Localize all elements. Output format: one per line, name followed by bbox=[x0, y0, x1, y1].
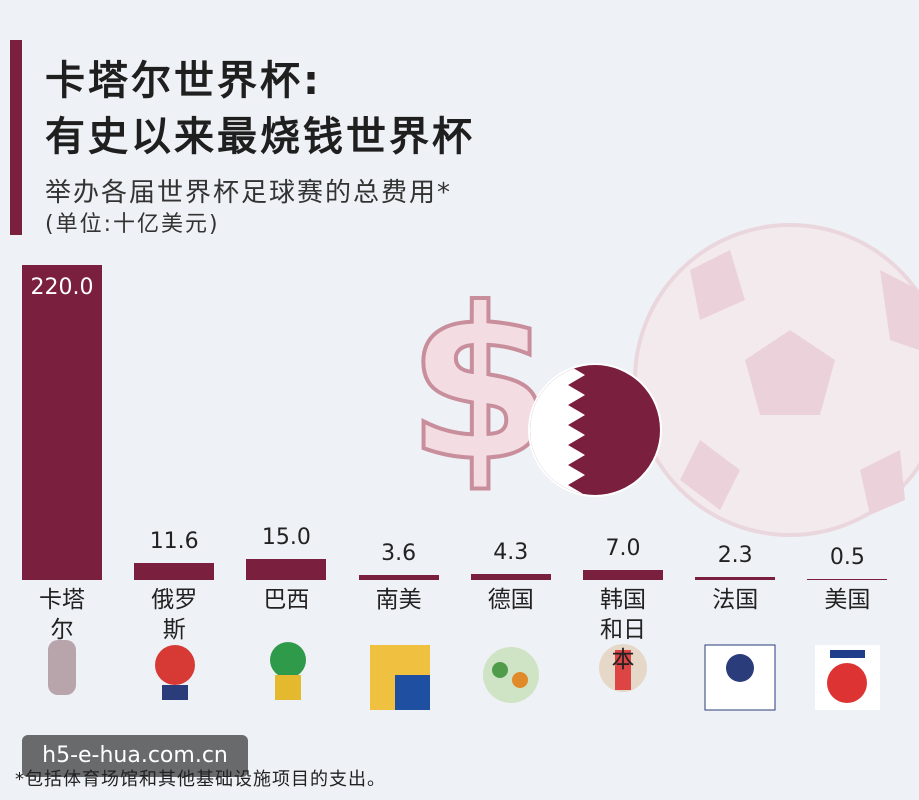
chart-title: 卡塔尔世界杯: bbox=[45, 58, 322, 104]
value-label: 3.6 bbox=[381, 540, 417, 566]
value-label: 2.3 bbox=[717, 542, 753, 568]
x-tick-label: 法国 bbox=[712, 587, 759, 613]
value-label: 0.5 bbox=[829, 545, 865, 571]
footnote: *包括体育场馆和其他基础设施项目的支出。 bbox=[15, 769, 386, 790]
x-tick-label: 韩国和日本 bbox=[600, 587, 646, 673]
bar bbox=[695, 576, 776, 580]
soccer-ball bbox=[633, 223, 919, 537]
bar bbox=[358, 574, 439, 580]
value-label: 220.0 bbox=[30, 275, 94, 300]
unit-label: (单位:十亿美元) bbox=[45, 212, 220, 237]
x-tick-label: 卡塔尔 bbox=[39, 587, 85, 643]
title-accent bbox=[10, 40, 22, 235]
chart-title: 有史以来最烧钱世界杯 bbox=[45, 114, 475, 160]
x-tick-label: 南美 bbox=[375, 587, 422, 613]
qatar-flag bbox=[528, 363, 662, 497]
x-tick-label: 美国 bbox=[824, 587, 871, 613]
bar bbox=[583, 569, 663, 580]
chart-subtitle: 举办各届世界杯足球赛的总费用* bbox=[45, 178, 453, 208]
logos bbox=[48, 640, 880, 711]
dollar-icon: $ bbox=[407, 263, 553, 508]
value-label: 4.3 bbox=[493, 539, 529, 565]
x-tick-label: 德国 bbox=[487, 587, 534, 613]
value-label: 7.0 bbox=[605, 535, 641, 561]
value-label: 11.6 bbox=[149, 529, 199, 555]
value-label: 15.0 bbox=[261, 524, 311, 550]
bar bbox=[22, 265, 102, 580]
x-tick-label: 巴西 bbox=[263, 587, 310, 613]
bar bbox=[134, 563, 215, 580]
bar bbox=[807, 579, 888, 580]
bar bbox=[246, 558, 327, 580]
bar bbox=[470, 573, 551, 580]
x-tick-label: 俄罗斯 bbox=[151, 587, 198, 643]
watermark: h5-e-hua.com.cn bbox=[22, 735, 248, 777]
